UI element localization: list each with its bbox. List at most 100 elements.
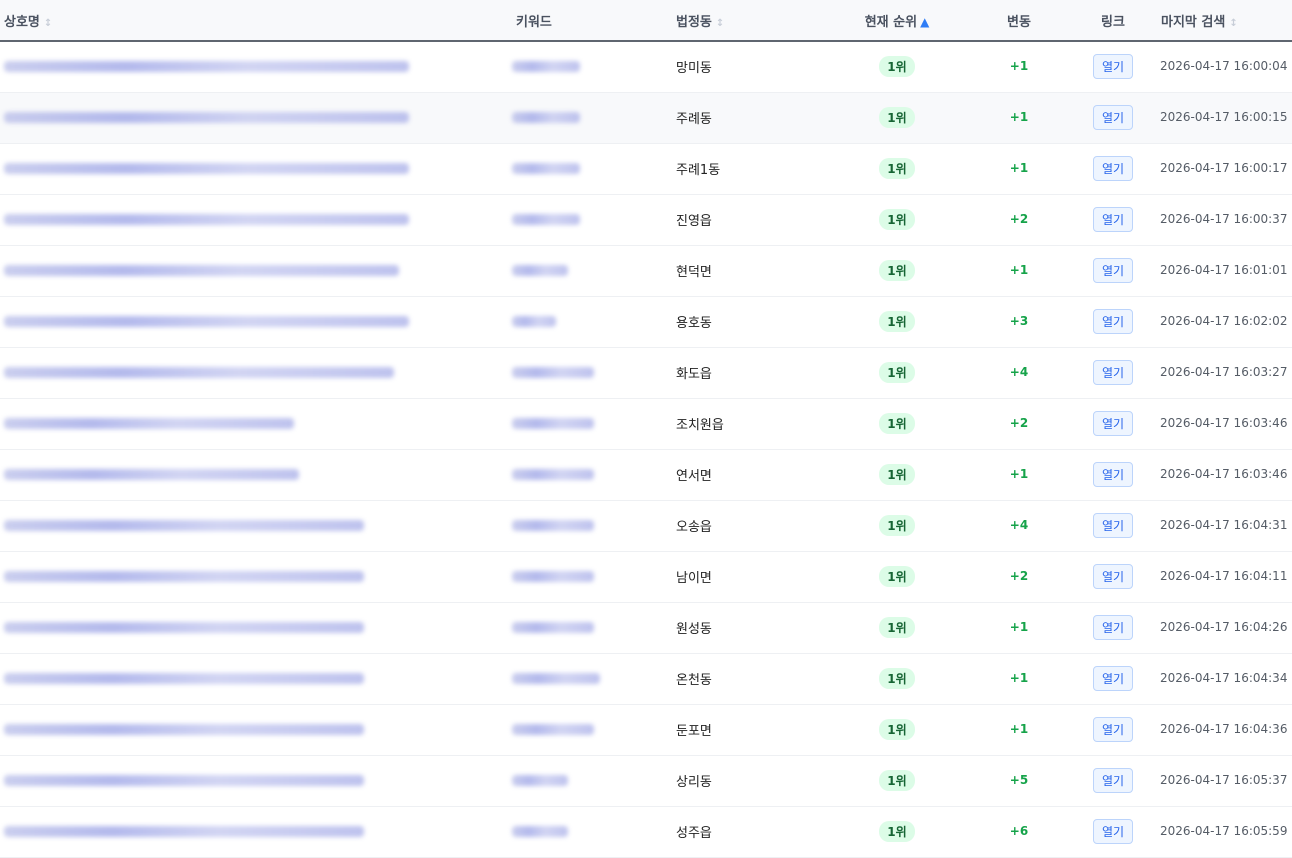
open-link-button[interactable]: 열기 <box>1092 615 1134 640</box>
blurred-keyword <box>512 673 600 684</box>
time-cell: 2026-04-17 16:02:02 <box>1160 296 1292 347</box>
blurred-name <box>4 673 364 684</box>
rank-badge: 1위 <box>879 464 915 485</box>
link-cell: 열기 <box>1066 143 1160 194</box>
blurred-name <box>4 418 294 429</box>
open-link-button[interactable]: 열기 <box>1092 207 1134 232</box>
header-last-label: 마지막 검색 <box>1161 14 1226 30</box>
open-link-button[interactable]: 열기 <box>1092 258 1134 283</box>
dong: 주례1동 <box>676 163 721 178</box>
header-dong[interactable]: 법정동 ↕ <box>672 0 822 41</box>
time-cell: 2026-04-17 16:03:46 <box>1160 449 1292 500</box>
rank-badge: 1위 <box>879 617 915 638</box>
last-search-time: 2026-04-17 16:03:46 <box>1160 467 1288 481</box>
change-cell: +2 <box>972 398 1066 449</box>
open-link-button[interactable]: 열기 <box>1092 768 1134 793</box>
table-row: 망미동 1위 +1 열기 2026-04-17 16:00:04 <box>0 41 1292 92</box>
blurred-keyword <box>512 724 594 735</box>
rank-badge: 1위 <box>879 260 915 281</box>
link-cell: 열기 <box>1066 398 1160 449</box>
time-cell: 2026-04-17 16:04:34 <box>1160 653 1292 704</box>
dong: 둔포면 <box>676 724 712 739</box>
last-search-time: 2026-04-17 16:01:01 <box>1160 263 1288 277</box>
rank-cell: 1위 <box>822 245 972 296</box>
open-link-button[interactable]: 열기 <box>1092 105 1134 130</box>
change-cell: +1 <box>972 92 1066 143</box>
keyword <box>512 602 672 653</box>
business-name <box>0 704 512 755</box>
link-cell: 열기 <box>1066 704 1160 755</box>
link-cell: 열기 <box>1066 755 1160 806</box>
rank-change: +1 <box>1009 620 1029 634</box>
dong: 원성동 <box>676 622 712 637</box>
blurred-keyword <box>512 469 594 480</box>
keyword <box>512 398 672 449</box>
change-cell: +1 <box>972 602 1066 653</box>
rank-cell: 1위 <box>822 653 972 704</box>
change-cell: +5 <box>972 755 1066 806</box>
blurred-name <box>4 163 409 174</box>
blurred-keyword <box>512 316 556 327</box>
open-link-button[interactable]: 열기 <box>1092 513 1134 538</box>
business-name <box>0 602 512 653</box>
open-link-button[interactable]: 열기 <box>1092 54 1134 80</box>
header-last-search[interactable]: 마지막 검색 ↕ <box>1160 0 1292 41</box>
change-cell: +2 <box>972 551 1066 602</box>
keyword <box>512 704 672 755</box>
rank-change: +4 <box>1009 365 1029 379</box>
open-link-button[interactable]: 열기 <box>1092 156 1134 181</box>
change-cell: +4 <box>972 500 1066 551</box>
dong: 용호동 <box>676 316 712 331</box>
keyword <box>512 296 672 347</box>
business-name <box>0 245 512 296</box>
open-link-button[interactable]: 열기 <box>1092 309 1134 334</box>
table-row: 온천동 1위 +1 열기 2026-04-17 16:04:34 <box>0 653 1292 704</box>
open-link-button[interactable]: 열기 <box>1092 411 1134 436</box>
blurred-name <box>4 469 299 480</box>
header-change: 변동 <box>1007 14 1031 30</box>
rank-change: +1 <box>1009 671 1029 685</box>
time-cell: 2026-04-17 16:00:04 <box>1160 41 1292 92</box>
rank-cell: 1위 <box>822 41 972 92</box>
blurred-name <box>4 214 409 225</box>
rank-cell: 1위 <box>822 296 972 347</box>
blurred-keyword <box>512 571 594 582</box>
header-rank[interactable]: 현재 순위 ▲ <box>822 0 972 41</box>
rank-change: +6 <box>1009 824 1029 838</box>
open-link-button[interactable]: 열기 <box>1092 666 1134 691</box>
sort-icon: ↕ <box>1229 17 1238 29</box>
blurred-name <box>4 622 364 633</box>
business-name <box>0 551 512 602</box>
keyword <box>512 449 672 500</box>
open-link-button[interactable]: 열기 <box>1092 819 1134 844</box>
table-row: 성주읍 1위 +6 열기 2026-04-17 16:05:59 <box>0 806 1292 857</box>
last-search-time: 2026-04-17 16:02:02 <box>1160 314 1288 328</box>
keyword <box>512 806 672 857</box>
last-search-time: 2026-04-17 16:04:26 <box>1160 620 1288 634</box>
dong: 현덕면 <box>676 265 712 280</box>
dong: 진영읍 <box>676 214 712 229</box>
change-cell: +1 <box>972 704 1066 755</box>
business-name <box>0 41 512 92</box>
open-link-button[interactable]: 열기 <box>1092 360 1134 385</box>
open-link-button[interactable]: 열기 <box>1092 462 1134 487</box>
rank-cell: 1위 <box>822 806 972 857</box>
link-cell: 열기 <box>1066 500 1160 551</box>
header-name[interactable]: 상호명 ↕ <box>0 0 512 41</box>
last-search-time: 2026-04-17 16:05:37 <box>1160 773 1288 787</box>
last-search-time: 2026-04-17 16:04:34 <box>1160 671 1288 685</box>
change-cell: +1 <box>972 143 1066 194</box>
table-row: 상리동 1위 +5 열기 2026-04-17 16:05:37 <box>0 755 1292 806</box>
time-cell: 2026-04-17 16:04:36 <box>1160 704 1292 755</box>
keyword <box>512 551 672 602</box>
dong: 성주읍 <box>676 826 712 841</box>
open-link-button[interactable]: 열기 <box>1092 717 1134 742</box>
open-link-button[interactable]: 열기 <box>1092 564 1134 589</box>
rank-cell: 1위 <box>822 551 972 602</box>
blurred-keyword <box>512 265 568 276</box>
last-search-time: 2026-04-17 16:04:31 <box>1160 518 1288 532</box>
table-row: 연서면 1위 +1 열기 2026-04-17 16:03:46 <box>0 449 1292 500</box>
last-search-time: 2026-04-17 16:05:59 <box>1160 824 1288 838</box>
rank-badge: 1위 <box>879 668 915 689</box>
